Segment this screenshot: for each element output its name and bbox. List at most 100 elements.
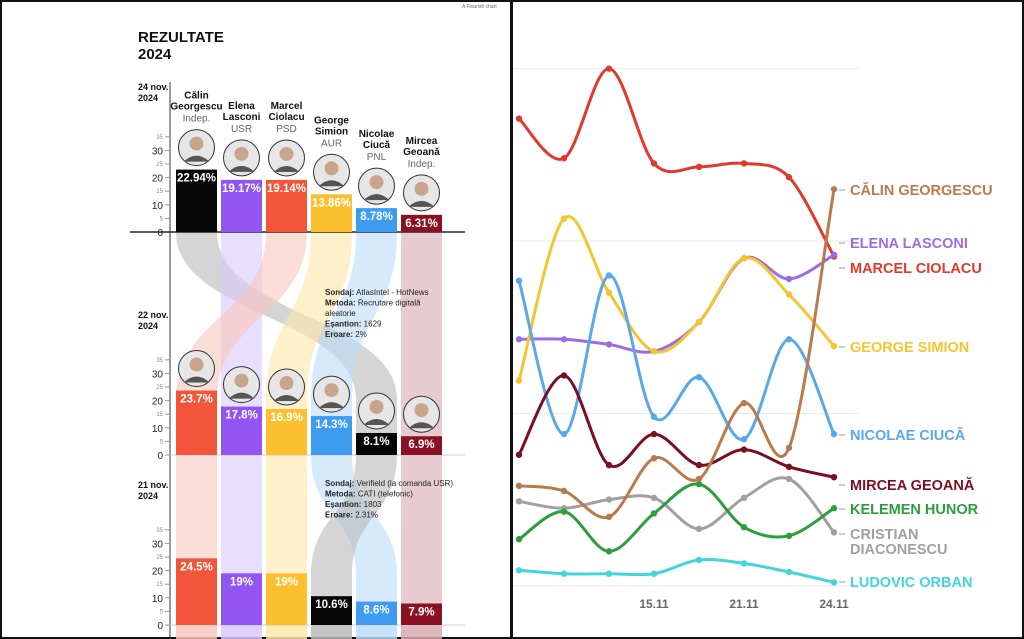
panel-date: 24 nov. 2024	[138, 82, 168, 103]
bar-ciolacu	[266, 179, 307, 232]
candidate-name: Georgescu	[170, 102, 222, 113]
bar-lasconi	[221, 406, 262, 455]
candidate-name: George	[314, 115, 349, 126]
avatar-shoulders	[273, 165, 300, 172]
bar-value-label: 8.78%	[360, 211, 393, 223]
panel-date: 22 nov. 2024	[138, 310, 168, 331]
bar-value-label: 19%	[230, 576, 253, 588]
avatar-shoulders	[183, 376, 210, 383]
y-tick-label: 15	[156, 582, 163, 588]
poll-info-value: Recrutare digitală	[356, 299, 421, 308]
ribbon-ciolacu	[176, 575, 217, 639]
panel-date-line: 22 nov.	[138, 310, 168, 320]
panel-date-line: 24 nov.	[138, 82, 168, 92]
avatar-shoulders	[318, 402, 345, 409]
y-tick-label: 5	[160, 439, 164, 445]
candidate-name: Simion	[315, 126, 348, 137]
candidate-name: Ciucă	[363, 140, 391, 151]
avatar-shoulders	[408, 200, 435, 207]
avatar-shoulders	[408, 422, 435, 429]
avatar-face	[369, 399, 384, 414]
y-tick-label: 35	[156, 528, 163, 534]
candidate-party: AUR	[321, 138, 342, 149]
candidate-party: PSD	[276, 124, 297, 135]
avatar-shoulders	[318, 180, 345, 187]
bar-calin	[176, 169, 217, 232]
poll-info-key: Eroare:	[325, 511, 353, 520]
candidate-name: Ciolacu	[268, 112, 304, 123]
poll-info-value: CATI (telefonic)	[356, 490, 414, 499]
bar-value-label: 17.8%	[225, 410, 258, 422]
bar-value-label: 24.5%	[180, 561, 213, 573]
ribbon-calin	[311, 455, 397, 639]
bar-value-label: 8.1%	[363, 436, 389, 448]
avatar-shoulders	[228, 165, 255, 172]
avatar-face	[369, 175, 384, 190]
avatar-face	[234, 373, 249, 388]
avatar-face	[234, 146, 249, 161]
poll-info-value: 2.31%	[353, 511, 378, 520]
ribbon-geoana	[401, 455, 442, 639]
y-tick-label: 25	[156, 385, 163, 391]
panel-date-line: 2024	[138, 93, 158, 103]
avatar-shoulders	[228, 392, 255, 399]
poll-info-line: Sondaj: AtlasIntel - HotNews	[325, 288, 429, 297]
bar-value-label: 10.6%	[315, 599, 348, 611]
y-tick-label: 30	[152, 539, 164, 550]
avatar-face	[189, 136, 204, 151]
bar-ciuca	[356, 601, 397, 625]
panel-date: 21 nov. 2024	[138, 480, 168, 501]
poll-info-value: 1629	[361, 320, 382, 329]
candidate-party: PNL	[367, 152, 387, 163]
candidate-name: Călin	[184, 91, 208, 102]
ribbon-geoana	[401, 575, 442, 639]
poll-info-line: Sondaj: Verifield (la comanda USR)	[325, 479, 453, 488]
avatar-shoulders	[183, 155, 210, 162]
y-tick-label: 20	[152, 397, 164, 408]
bar-value-label: 8.6%	[363, 605, 389, 617]
bar-value-label: 22.94%	[177, 173, 216, 185]
bar-value-label: 6.31%	[405, 218, 438, 230]
poll-info-key: Sondaj:	[325, 479, 354, 488]
poll-info-key: Eșantion:	[325, 320, 361, 329]
y-tick-label: 15	[156, 189, 163, 195]
avatar-shoulders	[363, 194, 390, 201]
y-tick-label: 10	[152, 594, 164, 605]
candidate-party: Indep.	[183, 114, 211, 125]
bar-value-label: 19.14%	[267, 183, 306, 195]
poll-info-key: Metoda:	[325, 299, 356, 308]
bar-value-label: 7.9%	[408, 607, 434, 619]
poll-info-value: Verifield (la comanda USR)	[354, 479, 453, 488]
bar-ciolacu	[176, 390, 217, 455]
divider	[510, 0, 513, 639]
bar-ciolacu	[176, 558, 217, 625]
poll-info-value: aleatorie	[325, 309, 356, 318]
ribbon-lasconi	[221, 575, 262, 639]
bar-calin	[311, 596, 352, 625]
y-tick-label: 5	[160, 609, 164, 615]
candidate-party: Indep.	[408, 159, 436, 170]
ribbon-simion	[266, 575, 307, 639]
avatar-face	[414, 181, 429, 196]
bar-value-label: 19%	[275, 576, 298, 588]
y-tick-label: 10	[152, 201, 164, 212]
bar-geoana	[401, 436, 442, 455]
bar-ciuca	[311, 416, 352, 455]
bar-ciuca	[356, 208, 397, 232]
y-tick-label: 5	[160, 216, 164, 222]
avatar-face	[279, 146, 294, 161]
y-tick-label: 0	[157, 228, 163, 239]
avatar-face	[414, 403, 429, 418]
y-tick-label: 0	[157, 451, 163, 462]
results-bar-chart: 24 nov. 20240510152025303522.94%Indep.Geo…	[130, 82, 465, 639]
avatar-face	[189, 357, 204, 372]
poll-info-line: Eroare: 2.31%	[325, 511, 378, 520]
chart-title: REZULTATE 2024	[138, 29, 224, 63]
avatar-face	[324, 161, 339, 176]
y-tick-label: 10	[152, 424, 164, 435]
poll-info-line: Eroare: 2%	[325, 330, 367, 339]
poll-info-value: AtlasIntel - HotNews	[354, 288, 428, 297]
bar-simion	[266, 573, 307, 625]
candidate-name: Elena	[228, 101, 255, 112]
bar-calin	[356, 432, 397, 455]
